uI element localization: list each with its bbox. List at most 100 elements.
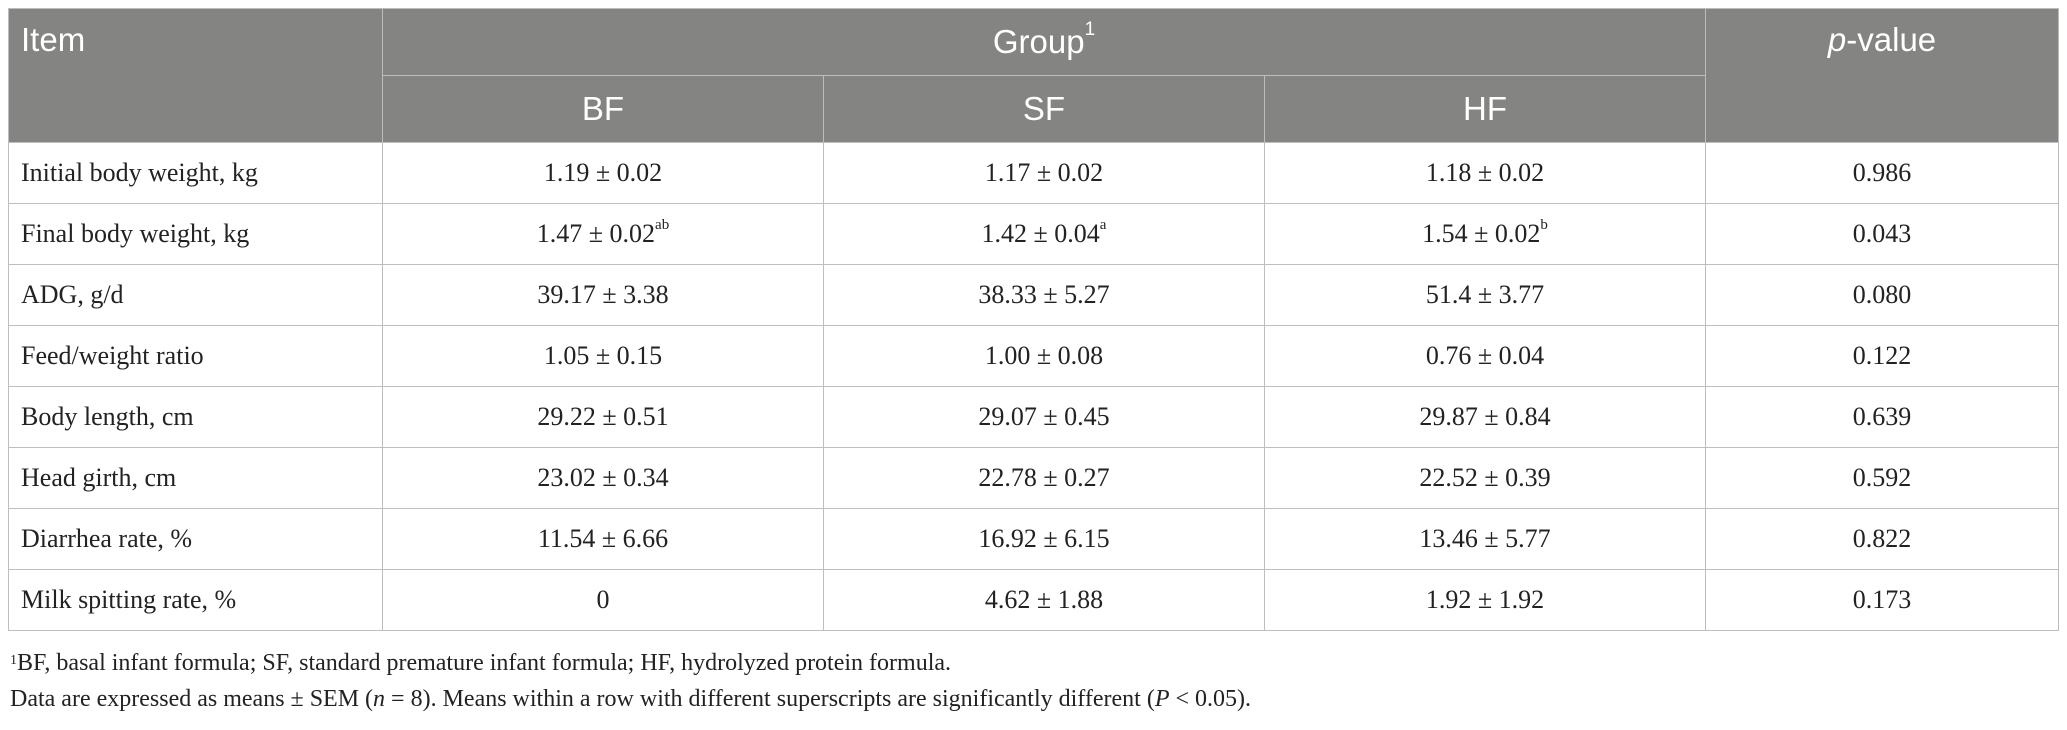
hf-value: 13.46 ± 5.77 bbox=[1419, 524, 1551, 553]
table-notes: 1BF, basal infant formula; SF, standard … bbox=[8, 645, 2058, 717]
p-value-cell: 0.592 bbox=[1705, 447, 2060, 509]
note-text-c: < 0.05). bbox=[1169, 686, 1252, 712]
bf-value: 29.22 ± 0.51 bbox=[537, 402, 669, 431]
item-column-header: Item bbox=[8, 8, 383, 143]
row-label: Diarrhea rate, % bbox=[8, 508, 383, 570]
bf-cell: 29.22 ± 0.51 bbox=[382, 386, 824, 448]
bf-cell: 1.05 ± 0.15 bbox=[382, 325, 824, 387]
bf-value: 1.47 ± 0.02 bbox=[536, 219, 656, 248]
group-header-label: Group bbox=[992, 23, 1085, 60]
header-row-top: Item Group1 p-value bbox=[8, 8, 2060, 143]
sf-value: 1.00 ± 0.08 bbox=[984, 341, 1104, 370]
sf-cell: 16.92 ± 6.15 bbox=[823, 508, 1265, 570]
data-expression-note: Data are expressed as means ± SEM (n = 8… bbox=[10, 681, 2058, 717]
hf-value: 1.54 ± 0.02 bbox=[1422, 219, 1541, 248]
p-value-cell: 0.986 bbox=[1705, 142, 2060, 204]
bf-cell: 1.19 ± 0.02 bbox=[382, 142, 824, 204]
sf-cell: 22.78 ± 0.27 bbox=[823, 447, 1265, 509]
p-value-column-header: p-value bbox=[1705, 8, 2060, 143]
hf-cell: 1.92 ± 1.92 bbox=[1263, 569, 1707, 631]
bf-value: 0 bbox=[596, 585, 610, 614]
sf-value: 1.17 ± 0.02 bbox=[984, 158, 1104, 187]
bf-value: 39.17 ± 3.38 bbox=[537, 280, 669, 309]
footnote-marker: 1 bbox=[10, 653, 17, 668]
group-header-superscript: 1 bbox=[1084, 19, 1096, 40]
table-row: Milk spitting rate, % 0 4.62 ± 1.88 1.92… bbox=[8, 569, 2060, 631]
sf-column-header: SF bbox=[823, 75, 1265, 143]
hf-cell: 22.52 ± 0.39 bbox=[1263, 447, 1707, 509]
sf-cell: 1.17 ± 0.02 bbox=[823, 142, 1265, 204]
sf-cell: 1.00 ± 0.08 bbox=[823, 325, 1265, 387]
p-value-cell: 0.639 bbox=[1705, 386, 2060, 448]
table-row: Final body weight, kg 1.47 ± 0.02ab 1.42… bbox=[8, 203, 2060, 265]
p-value-header-rest: -value bbox=[1846, 21, 1937, 58]
results-table: Item Group1 p-value BF SF HF Initial bod… bbox=[8, 8, 2060, 631]
table-header: Item Group1 p-value BF SF HF bbox=[8, 8, 2060, 143]
table-row: Diarrhea rate, % 11.54 ± 6.66 16.92 ± 6.… bbox=[8, 508, 2060, 570]
bf-cell: 11.54 ± 6.66 bbox=[382, 508, 824, 570]
row-label: ADG, g/d bbox=[8, 264, 383, 326]
bf-value: 11.54 ± 6.66 bbox=[537, 524, 669, 553]
bf-value: 1.05 ± 0.15 bbox=[543, 341, 663, 370]
row-label: Feed/weight ratio bbox=[8, 325, 383, 387]
sf-value: 4.62 ± 1.88 bbox=[984, 585, 1104, 614]
bf-cell: 1.47 ± 0.02ab bbox=[382, 203, 824, 265]
bf-value: 23.02 ± 0.34 bbox=[537, 463, 669, 492]
note-n-symbol: n bbox=[373, 686, 386, 712]
group-footnote: 1BF, basal infant formula; SF, standard … bbox=[10, 645, 2058, 681]
table-row: Initial body weight, kg 1.19 ± 0.02 1.17… bbox=[8, 142, 2060, 204]
p-value-cell: 0.043 bbox=[1705, 203, 2060, 265]
sf-value: 1.42 ± 0.04 bbox=[981, 219, 1100, 248]
header-row-sub: BF SF HF bbox=[9, 75, 2059, 143]
bf-cell: 23.02 ± 0.34 bbox=[382, 447, 824, 509]
hf-value: 29.87 ± 0.84 bbox=[1419, 402, 1551, 431]
hf-cell: 0.76 ± 0.04 bbox=[1263, 325, 1707, 387]
sf-cell: 38.33 ± 5.27 bbox=[823, 264, 1265, 326]
p-value-cell: 0.080 bbox=[1705, 264, 2060, 326]
hf-value: 51.4 ± 3.77 bbox=[1425, 280, 1545, 309]
hf-value: 1.18 ± 0.02 bbox=[1425, 158, 1545, 187]
hf-value: 22.52 ± 0.39 bbox=[1419, 463, 1551, 492]
hf-cell: 1.18 ± 0.02 bbox=[1263, 142, 1707, 204]
sf-value: 22.78 ± 0.27 bbox=[978, 463, 1110, 492]
p-value-cell: 0.122 bbox=[1705, 325, 2060, 387]
table-row: Feed/weight ratio 1.05 ± 0.15 1.00 ± 0.0… bbox=[8, 325, 2060, 387]
bf-column-header: BF bbox=[382, 75, 824, 143]
sf-superscript: a bbox=[1099, 217, 1107, 233]
table-row: Body length, cm 29.22 ± 0.51 29.07 ± 0.4… bbox=[8, 386, 2060, 448]
row-label: Body length, cm bbox=[8, 386, 383, 448]
hf-cell: 51.4 ± 3.77 bbox=[1263, 264, 1707, 326]
hf-cell: 1.54 ± 0.02b bbox=[1263, 203, 1707, 265]
sf-cell: 1.42 ± 0.04a bbox=[823, 203, 1265, 265]
note-p-symbol: P bbox=[1154, 686, 1170, 712]
row-label: Initial body weight, kg bbox=[8, 142, 383, 204]
table-row: Head girth, cm 23.02 ± 0.34 22.78 ± 0.27… bbox=[8, 447, 2060, 509]
sf-value: 29.07 ± 0.45 bbox=[978, 402, 1110, 431]
sf-cell: 4.62 ± 1.88 bbox=[823, 569, 1265, 631]
bf-superscript: ab bbox=[655, 217, 670, 233]
p-value-cell: 0.822 bbox=[1705, 508, 2060, 570]
item-header-label: Item bbox=[21, 21, 86, 58]
row-label: Milk spitting rate, % bbox=[8, 569, 383, 631]
group-column-header: Group1 bbox=[381, 8, 1707, 76]
hf-value: 1.92 ± 1.92 bbox=[1425, 585, 1545, 614]
hf-cell: 13.46 ± 5.77 bbox=[1263, 508, 1707, 570]
table-row: ADG, g/d 39.17 ± 3.38 38.33 ± 5.27 51.4 … bbox=[8, 264, 2060, 326]
table-container: Item Group1 p-value BF SF HF Initial bod… bbox=[8, 8, 2060, 717]
sf-cell: 29.07 ± 0.45 bbox=[823, 386, 1265, 448]
p-value-header-p: p bbox=[1827, 21, 1847, 58]
sf-value: 16.92 ± 6.15 bbox=[978, 524, 1110, 553]
sf-value: 38.33 ± 5.27 bbox=[978, 280, 1110, 309]
p-value-cell: 0.173 bbox=[1705, 569, 2060, 631]
bf-cell: 0 bbox=[382, 569, 824, 631]
bf-value: 1.19 ± 0.02 bbox=[543, 158, 663, 187]
footnote-text: BF, basal infant formula; SF, standard p… bbox=[17, 650, 952, 676]
row-label: Head girth, cm bbox=[8, 447, 383, 509]
hf-cell: 29.87 ± 0.84 bbox=[1263, 386, 1707, 448]
hf-superscript: b bbox=[1540, 217, 1548, 233]
row-label: Final body weight, kg bbox=[8, 203, 383, 265]
table-body: Initial body weight, kg 1.19 ± 0.02 1.17… bbox=[8, 142, 2060, 631]
hf-column-header: HF bbox=[1263, 75, 1707, 143]
hf-value: 0.76 ± 0.04 bbox=[1425, 341, 1545, 370]
bf-cell: 39.17 ± 3.38 bbox=[382, 264, 824, 326]
